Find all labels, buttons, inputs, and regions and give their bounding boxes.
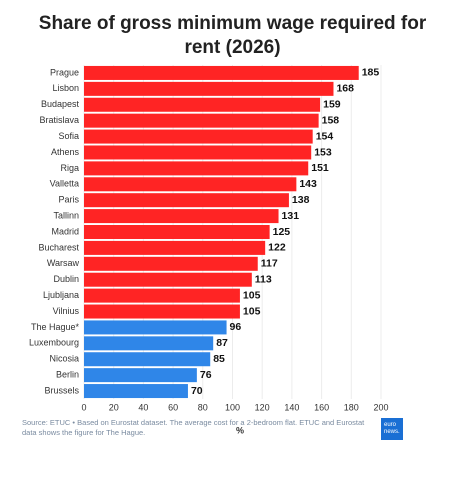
x-tick-label: 200 — [373, 402, 388, 412]
bar — [84, 225, 270, 239]
bar — [84, 65, 359, 80]
value-label: 117 — [261, 258, 278, 270]
bar — [84, 177, 297, 192]
y-tick-label: Berlin — [56, 370, 79, 380]
y-tick-label: Vilnius — [53, 306, 80, 316]
y-tick-label: Paris — [58, 195, 79, 205]
bar — [84, 336, 214, 351]
value-label: 151 — [311, 162, 329, 174]
bar — [84, 129, 313, 144]
y-tick-label: Valletta — [50, 179, 79, 189]
x-tick-label: 180 — [344, 402, 359, 412]
value-label: 122 — [268, 242, 286, 254]
y-tick-label: Athens — [51, 147, 80, 157]
bar — [84, 384, 188, 399]
bar — [84, 145, 312, 160]
x-tick-label: 60 — [168, 402, 178, 412]
x-tick-label: 80 — [198, 402, 208, 412]
bar — [84, 97, 321, 112]
y-tick-label: Bratislava — [39, 115, 79, 125]
bar — [84, 113, 319, 128]
value-label: 105 — [243, 305, 261, 317]
bar — [84, 368, 197, 383]
bar — [84, 272, 252, 287]
y-tick-label: Nicosia — [49, 354, 79, 364]
y-tick-label: Brussels — [44, 385, 79, 395]
x-tick-label: 20 — [109, 402, 119, 412]
x-tick-label: 160 — [314, 402, 329, 412]
value-label: 76 — [200, 369, 212, 381]
y-tick-label: Ljubljana — [43, 290, 79, 300]
y-tick-label: Luxembourg — [29, 338, 79, 348]
y-tick-label: Bucharest — [38, 242, 79, 252]
value-label: 113 — [255, 273, 272, 285]
value-label: 87 — [216, 337, 228, 349]
value-label: 96 — [230, 321, 242, 333]
logo: euro news. — [381, 418, 403, 440]
bar — [84, 320, 227, 335]
bar — [84, 209, 279, 224]
value-label: 159 — [323, 99, 341, 111]
value-label: 143 — [299, 178, 317, 190]
bar — [84, 81, 334, 96]
bar — [84, 304, 240, 319]
bar — [84, 352, 211, 367]
value-label: 131 — [282, 210, 300, 222]
x-tick-label: 0 — [81, 402, 86, 412]
y-tick-label: Riga — [60, 163, 79, 173]
y-tick-label: Tallinn — [53, 210, 79, 220]
y-tick-label: Dublin — [53, 274, 79, 284]
y-tick-label: Prague — [50, 67, 79, 77]
bar — [84, 240, 266, 255]
x-tick-label: 140 — [284, 402, 299, 412]
chart-title: Share of gross minimum wage required for… — [38, 13, 427, 58]
value-label: 185 — [362, 67, 380, 79]
value-label: 70 — [191, 385, 203, 397]
y-tick-label: The Hague* — [31, 322, 80, 332]
value-label: 158 — [322, 114, 340, 126]
value-label: 105 — [243, 289, 261, 301]
bar — [84, 193, 289, 208]
y-tick-label: Sofia — [58, 131, 79, 141]
value-label: 138 — [292, 194, 310, 206]
value-label: 153 — [314, 146, 332, 158]
y-tick-label: Lisbon — [52, 83, 79, 93]
bar — [84, 161, 309, 176]
y-tick-label: Warsaw — [47, 258, 80, 268]
y-tick-label: Madrid — [51, 226, 79, 236]
x-tick-label: 40 — [138, 402, 148, 412]
source-note: Source: ETUC • Based on Eurostat dataset… — [22, 418, 365, 437]
bar — [84, 288, 240, 303]
x-tick-label: 100 — [225, 402, 240, 412]
y-tick-label: Budapest — [41, 99, 80, 109]
x-axis-label: % — [236, 425, 244, 435]
value-label: 85 — [213, 353, 225, 365]
value-label: 154 — [316, 130, 334, 142]
value-label: 168 — [336, 83, 354, 95]
x-tick-label: 120 — [255, 402, 270, 412]
bar — [84, 256, 258, 271]
value-label: 125 — [273, 226, 291, 238]
